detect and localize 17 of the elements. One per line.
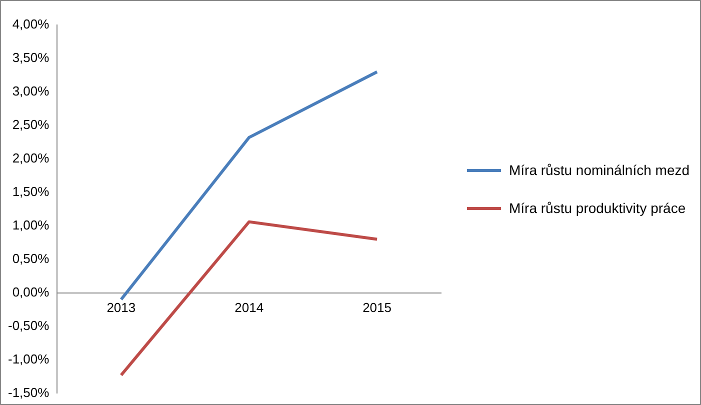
x-tick-label: 2015 [362, 300, 392, 316]
y-tick-label: -1,50% [8, 384, 50, 400]
y-tick-label: 4,00% [12, 16, 50, 32]
y-tick-label: 3,00% [12, 84, 50, 99]
y-tick-label: 1,50% [12, 184, 50, 199]
x-tick-label: 2014 [234, 300, 264, 316]
y-tick-label: 0,50% [12, 250, 50, 266]
y-tick-label: 0,00% [12, 284, 50, 300]
x-tick-label: 2013 [106, 300, 136, 316]
y-tick-label: -0,50% [8, 318, 50, 333]
legend-label: Míra růstu nominálních mezd [509, 161, 690, 179]
y-tick-label: -1,00% [8, 351, 50, 366]
legend-label: Míra růstu produktivity práce [509, 199, 686, 217]
y-tick-label: 2,50% [12, 116, 50, 132]
y-tick-label: 1,00% [12, 217, 50, 232]
y-tick-label: 3,50% [12, 50, 50, 66]
y-tick-label: 2,00% [12, 150, 50, 166]
